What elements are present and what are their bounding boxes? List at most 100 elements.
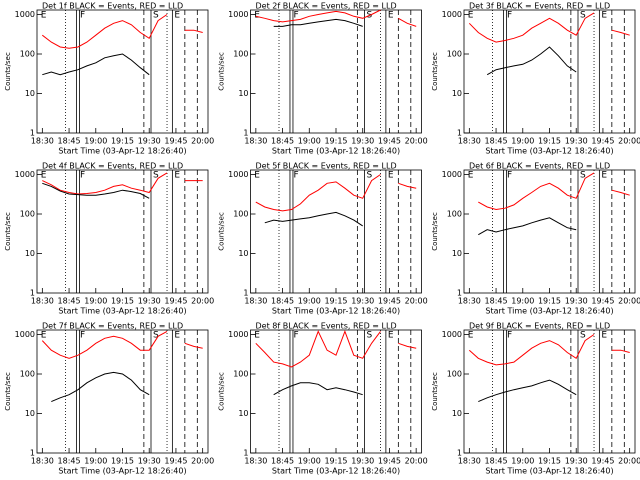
plot-frame xyxy=(36,169,209,294)
chart-title: Det 7f BLACK = Events, RED = LLD xyxy=(42,322,183,331)
x-tick-label: 19:15 xyxy=(538,297,561,306)
x-axis-label: Start Time (03-Apr-12 18:26:40) xyxy=(485,307,613,316)
y-tick-label: 1000 xyxy=(15,10,35,19)
x-tick-label: 19:00 xyxy=(298,297,321,306)
x-tick-label: 19:30 xyxy=(138,297,161,306)
marker-label: F xyxy=(80,171,85,181)
chart-title: Det 8f BLACK = Events, RED = LLD xyxy=(256,322,397,331)
x-tick-label: 18:45 xyxy=(58,457,81,466)
x-tick-label: 19:30 xyxy=(138,457,161,466)
marker-label: E xyxy=(601,331,607,341)
chart-title: Det 2f BLACK = Events, RED = LLD xyxy=(256,2,397,11)
y-tick-label: 1000 xyxy=(442,10,462,19)
x-axis-label: Start Time (03-Apr-12 18:26:40) xyxy=(485,467,613,476)
y-axis-label: Counts/sec xyxy=(4,372,12,411)
x-tick-label: 18:30 xyxy=(244,137,267,146)
x-tick-label: 19:00 xyxy=(511,457,534,466)
x-tick-label: 19:15 xyxy=(324,457,347,466)
x-axis-label: Start Time (03-Apr-12 18:26:40) xyxy=(58,307,186,316)
y-tick-label: 100 xyxy=(233,210,248,219)
x-tick-label: 18:45 xyxy=(485,457,508,466)
series-line xyxy=(273,382,363,396)
panel: Det 6f BLACK = Events, RED = LLD Counts/s… xyxy=(431,162,640,316)
y-tick-label: 100 xyxy=(447,50,462,59)
y-tick-label: 10 xyxy=(238,89,248,98)
x-axis-label: Start Time (03-Apr-12 18:26:40) xyxy=(272,147,400,156)
marker-label: E xyxy=(468,331,474,341)
x-tick-label: 19:15 xyxy=(538,137,561,146)
x-tick-label: 20:00 xyxy=(618,137,640,146)
x-tick-label: 19:30 xyxy=(351,297,374,306)
x-axis-label: Start Time (03-Apr-12 18:26:40) xyxy=(272,307,400,316)
marker-label: F xyxy=(507,171,512,181)
y-axis-label: Counts/sec xyxy=(218,372,226,411)
panel: Det 1f BLACK = Events, RED = LLD Counts/s… xyxy=(4,2,214,156)
x-tick-label: 19:45 xyxy=(378,457,401,466)
y-tick-label: 10 xyxy=(25,249,35,258)
x-tick-label: 19:45 xyxy=(164,137,187,146)
marker-label: E xyxy=(174,171,180,181)
marker-label: E xyxy=(41,331,47,341)
y-tick-label: 10 xyxy=(238,409,248,418)
marker-label: E xyxy=(388,171,394,181)
y-tick-label: 1000 xyxy=(15,330,35,339)
y-tick-label: 10 xyxy=(238,249,248,258)
x-tick-label: 18:30 xyxy=(458,457,481,466)
y-tick-label: 100 xyxy=(20,370,35,379)
chart-title: Det 1f BLACK = Events, RED = LLD xyxy=(42,2,183,11)
y-tick-label: 1 xyxy=(243,129,248,138)
x-tick-label: 19:15 xyxy=(324,297,347,306)
x-tick-label: 19:30 xyxy=(565,137,588,146)
y-tick-label: 10 xyxy=(452,249,462,258)
x-tick-label: 20:00 xyxy=(618,457,640,466)
panel: Det 3f BLACK = Events, RED = LLD Counts/s… xyxy=(431,2,640,156)
y-tick-label: 1000 xyxy=(228,170,248,179)
x-tick-label: 18:30 xyxy=(458,297,481,306)
x-tick-label: 19:15 xyxy=(538,457,561,466)
marker-label: F xyxy=(293,171,298,181)
panel: Det 4f BLACK = Events, RED = LLD Counts/s… xyxy=(4,162,214,316)
series-line xyxy=(478,379,577,403)
x-tick-label: 18:30 xyxy=(244,457,267,466)
x-tick-label: 18:30 xyxy=(31,297,54,306)
y-tick-label: 1000 xyxy=(228,330,248,339)
x-tick-label: 18:45 xyxy=(58,137,81,146)
x-axis-label: Start Time (03-Apr-12 18:26:40) xyxy=(485,147,613,156)
y-tick-label: 10 xyxy=(452,89,462,98)
x-tick-label: 18:30 xyxy=(458,137,481,146)
y-tick-label: 10 xyxy=(452,409,462,418)
x-tick-label: 19:45 xyxy=(378,137,401,146)
y-tick-label: 1 xyxy=(30,449,35,458)
y-tick-label: 1 xyxy=(457,449,462,458)
x-tick-label: 19:00 xyxy=(84,457,107,466)
x-tick-label: 20:00 xyxy=(405,137,428,146)
series-line xyxy=(255,174,417,212)
marker-label: F xyxy=(80,331,85,341)
x-tick-label: 19:45 xyxy=(591,297,614,306)
series-line xyxy=(42,172,203,195)
marker-label: S xyxy=(153,331,159,341)
marker-label: E xyxy=(41,11,47,21)
plot-frame xyxy=(463,169,636,294)
y-tick-label: 1 xyxy=(457,129,462,138)
series-line xyxy=(468,12,630,43)
marker-label: E xyxy=(388,331,394,341)
panel: Det 8f BLACK = Events, RED = LLD Counts/s… xyxy=(218,322,428,476)
marker-label: F xyxy=(293,11,298,21)
x-tick-label: 20:00 xyxy=(405,297,428,306)
marker-label: E xyxy=(254,331,260,341)
y-tick-label: 1 xyxy=(243,449,248,458)
series-line xyxy=(478,172,630,211)
y-axis-label: Counts/sec xyxy=(4,52,12,91)
marker-label: S xyxy=(580,11,586,21)
series-line xyxy=(468,334,630,366)
x-tick-label: 20:00 xyxy=(405,457,428,466)
x-tick-label: 19:30 xyxy=(138,137,161,146)
y-axis-label: Counts/sec xyxy=(431,52,439,91)
series-line xyxy=(264,211,363,227)
series-line xyxy=(255,9,417,27)
y-axis-label: Counts/sec xyxy=(218,52,226,91)
series-line xyxy=(42,182,150,199)
x-tick-label: 20:00 xyxy=(618,297,640,306)
